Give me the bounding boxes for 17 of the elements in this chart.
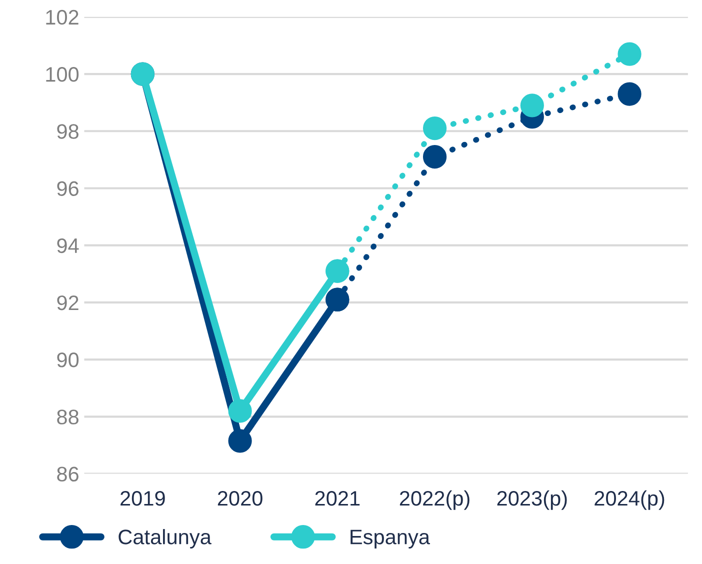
- legend-label: Catalunya: [118, 529, 212, 548]
- y-tick-label: 98: [57, 124, 78, 139]
- y-tick-label: 94: [57, 238, 79, 254]
- x-tick-label: 2023(p): [497, 490, 567, 510]
- y-tick-label: 88: [57, 410, 78, 424]
- x-tick-label: 2019: [120, 490, 165, 506]
- y-tick-label: 86: [57, 466, 78, 482]
- x-tick-label: 2022(p): [400, 490, 470, 510]
- x-tick-label: 2020: [218, 490, 262, 506]
- x-tick-label: 2024(p): [594, 490, 664, 510]
- y-tick-label: 90: [57, 352, 79, 368]
- y-tick-label: 100: [46, 67, 79, 82]
- legend-label: Espanya: [350, 530, 430, 548]
- y-tick-label: 96: [57, 181, 78, 196]
- y-tick-label: 92: [57, 295, 78, 310]
- y-tick-label: 102: [46, 10, 78, 25]
- x-tick-label: 2021: [315, 490, 360, 506]
